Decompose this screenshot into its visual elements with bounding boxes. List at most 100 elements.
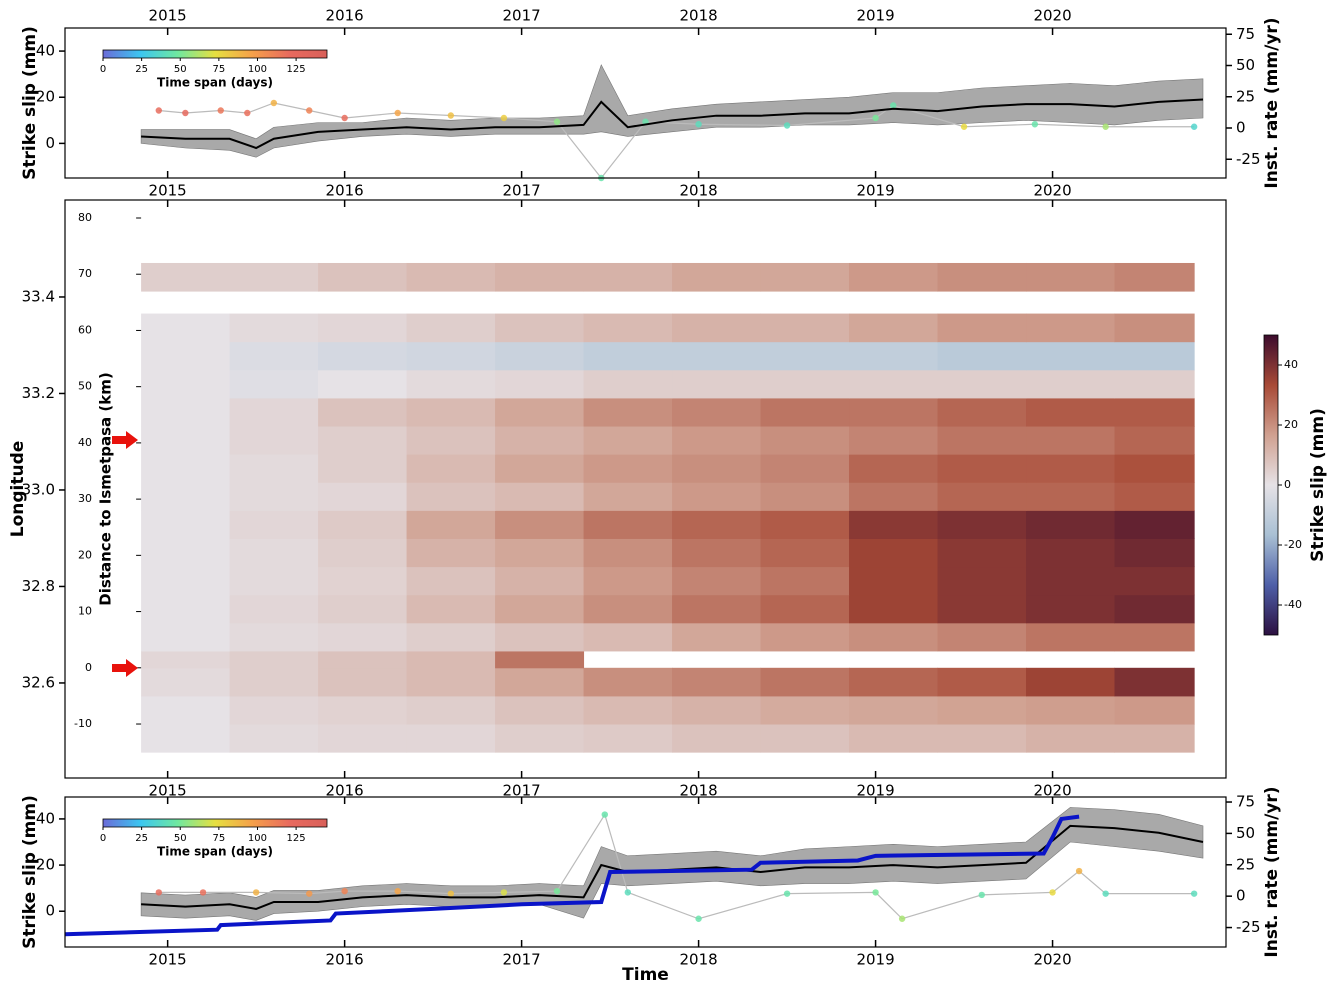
plot-frame [64,27,1227,179]
heatmap-cell [849,622,939,652]
inner-tick-label: -10 [74,717,92,730]
heatmap-cell [760,341,850,371]
x-tick-label: 2020 [1033,7,1071,25]
uncertainty-band [140,64,1204,158]
rate-point [270,99,278,107]
heatmap-cell [672,622,762,652]
colorbar-tick-label: 50 [174,833,187,844]
colorbar-tick-label: 125 [287,64,306,75]
heatmap-cell [937,397,1027,427]
y2-tick-label: 75 [1236,793,1255,811]
rate-point [1031,121,1039,128]
heatmap-cell [406,482,496,511]
heatmap-cell [318,650,408,669]
colorbar-tick-label: 75 [212,833,225,844]
heatmap-cell [760,594,850,624]
y2-axis-label: Inst. rate (mm/yr) [1262,786,1282,957]
y2-tick-label: 75 [1236,25,1255,43]
y-axis-label: Strike slip (mm) [20,795,40,949]
heatmap-cell [318,622,408,652]
heatmap-cell [849,724,939,753]
heatmap-cell [318,724,408,753]
heatmap-cell [937,594,1027,624]
heatmap-cell [229,313,319,343]
heatmap-cell [406,313,496,343]
heatmap-cell [495,538,585,568]
heatmap-cell [760,724,850,753]
heatmap-cell [937,566,1027,596]
heatmap-cell [583,538,673,568]
heatmap-cell [406,510,496,539]
heatmap-cell [672,426,762,455]
x-tick-label: 2015 [149,782,187,800]
y-tick-label: 33.4 [22,287,55,305]
heatmap-cell [141,724,231,753]
heatmap-cell [1114,369,1195,399]
heatmap-cell [672,724,762,753]
heatmap-cell [583,594,673,624]
heatmap-cell [141,454,231,483]
x-tick-label: 2020 [1033,782,1071,800]
y-tick-label: 32.8 [22,577,55,595]
y2-tick-label: -25 [1236,918,1261,936]
x-tick-label: 2016 [326,182,364,200]
heatmap-cell [849,454,939,483]
heatmap-cell [1114,313,1195,343]
heatmap-cell [229,566,319,596]
heatmap-cell [849,341,939,371]
rate-point [624,889,632,896]
heatmap-cell [937,482,1027,511]
inner-tick-label: 60 [78,323,92,336]
heatmap-cell [229,538,319,568]
heatmap-cell [495,594,585,624]
x-tick-label: 2019 [856,182,894,200]
heatmap-cell [937,313,1027,343]
colorbar-tick-label: 50 [174,64,187,75]
heatmap-cell [583,369,673,399]
heatmap-cell [672,667,762,697]
heatmap-cell [937,724,1027,753]
heatmap-cell [141,695,231,725]
heatmap-cell [318,510,408,539]
heatmap-cell [229,397,319,427]
y-tick-label: 40 [36,809,55,827]
heatmap-cell [1026,510,1116,539]
heatmap-cell [406,566,496,596]
inner-tick-label: 10 [78,605,92,618]
heatmap-cell [229,724,319,753]
heatmap-cell [495,650,585,669]
heatmap-cell [760,667,850,697]
x-tick-label: 2015 [149,182,187,200]
heatmap-cell [849,538,939,568]
rate-point [960,123,968,130]
x-tick-label: 2018 [680,951,718,969]
heatmap-cell [495,622,585,652]
panel: -10 0 10 20 30 40 50 60 70 80 Distance to Ismetpas… [8,199,1328,800]
heatmap-cell [1114,510,1195,539]
colorbar-tick-label: -20 [1284,538,1302,551]
heatmap-cell [318,482,408,511]
heatmap-cell [583,695,673,725]
heatmap-cell [141,622,231,652]
y2-tick-label: 50 [1236,824,1255,842]
heatmap-cell [1026,695,1116,725]
heatmap-cell [229,667,319,697]
heatmap-cell [141,594,231,624]
y2-tick-label: -25 [1236,150,1261,168]
heatmap-cell [583,724,673,753]
heatmap-cell [141,650,231,669]
y-tick-label: 33.0 [22,480,55,498]
heatmap-cell [1026,594,1116,624]
colorbar-tick-label: 20 [1284,418,1298,431]
heatmap-cell [229,622,319,652]
heatmap-cell [583,482,673,511]
heatmap-cell [672,313,762,343]
heatmap-cell [672,482,762,511]
heatmap-cell [229,510,319,539]
heatmap-cell [760,426,850,455]
heatmap-cell [672,566,762,596]
rate-point [898,915,906,922]
heatmap-cell [760,454,850,483]
heatmap-cell [1026,397,1116,427]
x-tick-label: 2016 [326,7,364,25]
